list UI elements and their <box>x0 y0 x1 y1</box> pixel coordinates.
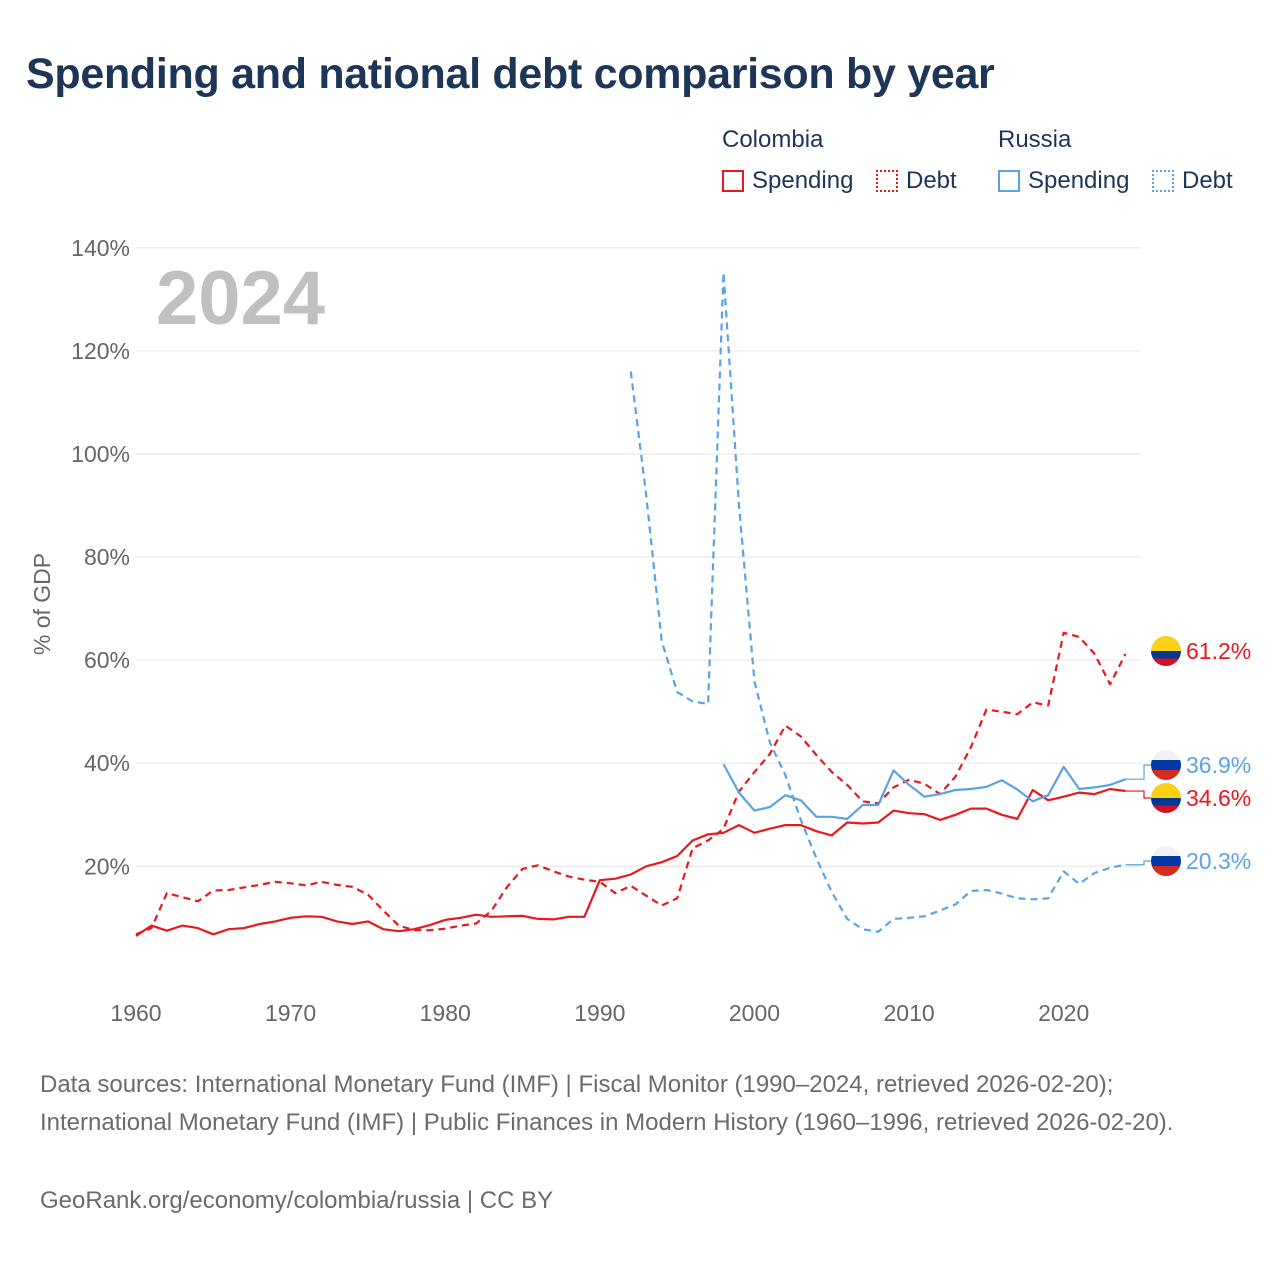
y-tick-label: 60% <box>84 647 130 673</box>
x-tick-label: 1990 <box>574 1000 625 1026</box>
legend-label: Spending <box>752 167 854 194</box>
end-value-label: 36.9% <box>1186 752 1251 778</box>
russia-flag-icon <box>1151 750 1181 780</box>
series-line-russia-spending[interactable] <box>722 763 1126 821</box>
x-tick-label: 1960 <box>110 1000 161 1026</box>
legend-swatch-solid <box>722 170 744 192</box>
chart-title: Spending and national debt comparison by… <box>26 50 995 98</box>
series-line-colombia-spending[interactable] <box>135 787 1126 937</box>
y-tick-label: 80% <box>84 544 130 570</box>
end-value-label: 34.6% <box>1186 785 1251 811</box>
x-tick-label: 2000 <box>729 1000 780 1026</box>
legend-label: Debt <box>1182 167 1233 194</box>
end-label-connector <box>1125 790 1151 799</box>
legend-item-russia-spending[interactable]: Spending <box>998 167 1129 195</box>
credit-link[interactable]: GeoRank.org/economy/colombia/russia | CC… <box>40 1187 554 1214</box>
x-tick-label: 1970 <box>265 1000 316 1026</box>
colombia-flag-icon <box>1151 783 1181 813</box>
y-tick-label: 100% <box>71 441 130 467</box>
legend-item-colombia-debt[interactable]: Debt <box>876 167 957 195</box>
y-tick-label: 120% <box>71 338 130 364</box>
end-label-connector <box>1125 860 1151 866</box>
legend-label: Debt <box>906 167 957 194</box>
y-tick-label: 140% <box>71 235 130 261</box>
legend-swatch-solid <box>998 170 1020 192</box>
x-tick-label: 2020 <box>1038 1000 1089 1026</box>
colombia-flag-icon <box>1151 636 1181 666</box>
legend-group-colombia: Colombia <box>722 126 824 153</box>
legend-label: Spending <box>1028 167 1130 194</box>
russia-flag-icon <box>1151 846 1181 876</box>
data-sources: Data sources: International Monetary Fun… <box>40 1071 1174 1136</box>
x-tick-label: 1980 <box>420 1000 471 1026</box>
legend-swatch-dotted <box>1152 170 1174 192</box>
x-tick-label: 2010 <box>883 1000 934 1026</box>
end-label-connector <box>1125 764 1151 780</box>
legend-item-colombia-spending[interactable]: Spending <box>722 167 853 195</box>
end-value-label: 20.3% <box>1186 848 1251 874</box>
legend-swatch-dotted <box>876 170 898 192</box>
line-chart: 20% 40% 60% 80% 100% 120% 140% 1960 1970 1980 1990… <box>29 235 1251 1026</box>
series-line-colombia-debt[interactable] <box>135 631 1127 936</box>
year-watermark: 2024 <box>156 256 325 341</box>
y-tick-label: 20% <box>84 853 130 879</box>
y-tick-label: 40% <box>84 750 130 776</box>
y-axis-title: % of GDP <box>29 553 55 655</box>
end-value-label: 61.2% <box>1186 638 1251 664</box>
legend-group-russia: Russia <box>998 126 1072 153</box>
series-line-russia-debt[interactable] <box>629 271 1126 933</box>
legend-item-russia-debt[interactable]: Debt <box>1152 167 1233 195</box>
